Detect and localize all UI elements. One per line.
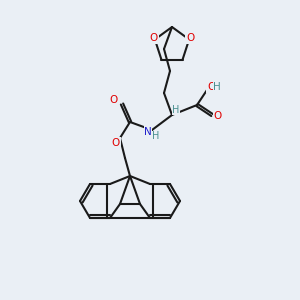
Text: H: H xyxy=(172,105,180,115)
Text: O: O xyxy=(150,33,158,43)
Text: N: N xyxy=(144,127,152,137)
Text: O: O xyxy=(214,111,222,121)
Text: O: O xyxy=(110,95,118,105)
Text: O: O xyxy=(207,82,215,92)
Text: O: O xyxy=(112,138,120,148)
Text: O: O xyxy=(186,33,194,43)
Text: H: H xyxy=(213,82,221,92)
Text: H: H xyxy=(152,131,160,141)
